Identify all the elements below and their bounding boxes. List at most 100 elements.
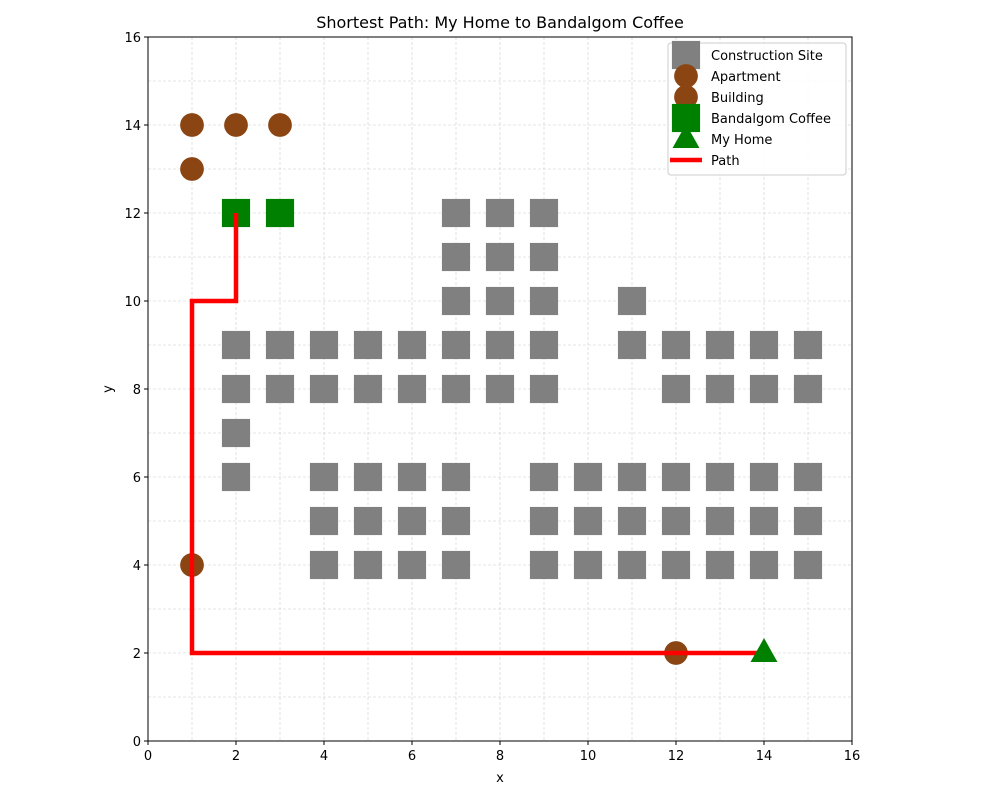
x-tick-label: 16 <box>844 749 861 764</box>
x-tick-label: 8 <box>496 749 504 764</box>
y-tick-label: 0 <box>133 735 141 750</box>
construction-site-marker <box>221 462 251 492</box>
construction-site-marker <box>441 242 471 272</box>
construction-site-marker <box>705 330 735 360</box>
construction-site-marker <box>441 286 471 316</box>
construction-site-marker <box>397 462 427 492</box>
apartment-marker <box>180 113 204 137</box>
construction-site-marker <box>529 198 559 228</box>
construction-site-marker <box>353 462 383 492</box>
apartment-marker <box>180 157 204 181</box>
construction-site-marker <box>397 550 427 580</box>
construction-site-marker <box>353 550 383 580</box>
construction-site-marker <box>617 462 647 492</box>
construction-site-marker <box>485 198 515 228</box>
construction-site-marker <box>221 418 251 448</box>
legend-my-home-swatch <box>672 124 700 148</box>
construction-site-marker <box>573 506 603 536</box>
construction-site-marker <box>617 286 647 316</box>
construction-site-marker <box>529 330 559 360</box>
construction-site-marker <box>749 374 779 404</box>
construction-site-marker <box>793 330 823 360</box>
path-line <box>189 213 764 656</box>
construction-site-marker <box>485 330 515 360</box>
y-tick-label: 14 <box>124 119 141 134</box>
x-tick-label: 14 <box>756 749 773 764</box>
apartment-marker <box>268 113 292 137</box>
construction-site-marker <box>397 330 427 360</box>
construction-site-marker <box>705 374 735 404</box>
construction-site-marker <box>221 330 251 360</box>
construction-site-marker <box>309 330 339 360</box>
construction-site-marker <box>749 506 779 536</box>
construction-site-marker <box>441 462 471 492</box>
x-axis-label: x <box>496 771 504 786</box>
construction-site-marker <box>749 462 779 492</box>
apartment-marker <box>224 113 248 137</box>
chart-title: Shortest Path: My Home to Bandalgom Coff… <box>316 13 684 32</box>
construction-site-marker <box>485 286 515 316</box>
construction-site-marker <box>441 330 471 360</box>
y-tick-label: 12 <box>124 207 141 222</box>
legend-bandalgom-coffee-label: Bandalgom Coffee <box>711 112 831 127</box>
y-tick-label: 8 <box>133 383 141 398</box>
construction-site-marker <box>661 374 691 404</box>
x-tick-label: 0 <box>144 749 152 764</box>
construction-site-marker <box>529 242 559 272</box>
construction-site-marker <box>793 550 823 580</box>
construction-site-marker <box>353 506 383 536</box>
x-tick-label: 6 <box>408 749 416 764</box>
construction-site-marker <box>309 374 339 404</box>
construction-site-marker <box>749 330 779 360</box>
legend-apartment-swatch <box>674 64 698 88</box>
construction-site-marker <box>265 374 295 404</box>
construction-site-marker <box>749 550 779 580</box>
legend-path-label: Path <box>711 154 740 169</box>
construction-site-marker <box>441 374 471 404</box>
construction-site-marker <box>529 506 559 536</box>
my-home-marker <box>750 638 778 662</box>
construction-site-marker <box>661 330 691 360</box>
y-tick-label: 2 <box>133 647 141 662</box>
construction-site-marker <box>309 550 339 580</box>
construction-site-marker <box>309 506 339 536</box>
x-tick-label: 12 <box>668 749 685 764</box>
construction-site-marker <box>353 374 383 404</box>
legend-box <box>667 42 847 176</box>
construction-site-marker <box>441 506 471 536</box>
construction-site-marker <box>265 330 295 360</box>
construction-site-marker <box>793 506 823 536</box>
construction-site-marker <box>661 550 691 580</box>
construction-site-marker <box>617 330 647 360</box>
construction-site-marker <box>485 242 515 272</box>
plot-data <box>180 113 823 665</box>
construction-site-marker <box>397 374 427 404</box>
construction-site-marker <box>441 550 471 580</box>
legend-construction-site-label: Construction Site <box>711 49 823 64</box>
x-tick-label: 10 <box>580 749 597 764</box>
construction-site-marker <box>529 374 559 404</box>
y-tick-label: 4 <box>133 559 141 574</box>
legend-apartment-label: Apartment <box>711 70 781 85</box>
y-axis-label: y <box>101 385 116 393</box>
legend-building-label: Building <box>711 91 764 106</box>
construction-site-marker <box>573 462 603 492</box>
construction-site-marker <box>529 462 559 492</box>
construction-site-marker <box>617 506 647 536</box>
construction-site-marker <box>661 462 691 492</box>
construction-site-marker <box>661 506 691 536</box>
construction-site-marker <box>705 550 735 580</box>
legend-building-swatch <box>674 85 698 109</box>
construction-site-marker <box>617 550 647 580</box>
construction-site-marker <box>353 330 383 360</box>
y-tick-label: 10 <box>124 295 141 310</box>
x-tick-label: 4 <box>320 749 328 764</box>
construction-site-marker <box>705 462 735 492</box>
legend: Construction Site Apartment Building Bandal… <box>667 40 847 176</box>
construction-site-marker <box>397 506 427 536</box>
y-tick-label: 6 <box>133 471 141 486</box>
axis-ticks: 0 2 4 6 8 10 12 14 16 0 2 4 6 8 10 12 14 16 <box>124 31 860 764</box>
construction-site-marker <box>705 506 735 536</box>
construction-site-marker <box>793 462 823 492</box>
